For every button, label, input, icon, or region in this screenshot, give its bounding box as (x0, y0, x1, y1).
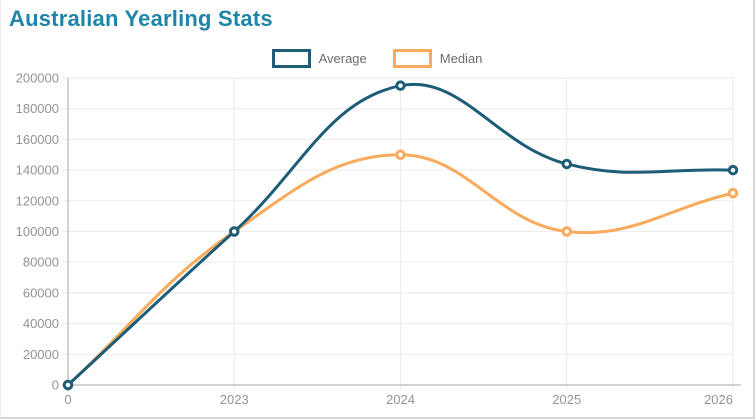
legend-swatch-median (392, 49, 432, 68)
y-tick-label: 140000 (16, 163, 59, 178)
y-tick-label: 120000 (16, 193, 59, 208)
chart-legend: Average Median (1, 49, 753, 68)
y-tick-label: 40000 (23, 316, 59, 331)
data-point-average-2023[interactable] (229, 226, 240, 237)
data-point-average-2026[interactable] (727, 164, 739, 176)
series-line-average (66, 82, 734, 387)
legend-label-average: Average (318, 51, 367, 66)
y-tick-label: 60000 (23, 285, 59, 300)
y-tick-label: 100000 (16, 224, 59, 239)
y-tick-label: 160000 (16, 132, 59, 147)
x-tick-label: 0 (64, 392, 71, 407)
y-tick-label: 180000 (16, 101, 59, 116)
data-point-median-2024[interactable] (395, 149, 406, 160)
legend-item-median[interactable]: Median (392, 49, 483, 68)
legend-label-median: Median (439, 51, 483, 66)
data-point-average-2024[interactable] (395, 80, 406, 91)
y-tick-label: 20000 (23, 347, 59, 362)
legend-item-average[interactable]: Average (271, 49, 367, 68)
data-point-median-2025[interactable] (561, 226, 572, 237)
x-tick-label: 2023 (220, 392, 249, 407)
y-tick-label: 0 (52, 378, 59, 393)
x-tick-label: 2024 (386, 392, 415, 407)
data-point-average-0[interactable] (62, 379, 74, 391)
x-tick-label: 2025 (552, 392, 581, 407)
data-point-median-2026[interactable] (727, 187, 739, 199)
chart-title: Australian Yearling Stats (9, 6, 273, 31)
legend-swatch-average (271, 49, 311, 68)
y-tick-label: 200000 (16, 71, 59, 86)
y-tick-label: 80000 (23, 255, 59, 270)
x-tick-label: 2026 (704, 392, 733, 407)
data-point-average-2025[interactable] (561, 158, 572, 170)
